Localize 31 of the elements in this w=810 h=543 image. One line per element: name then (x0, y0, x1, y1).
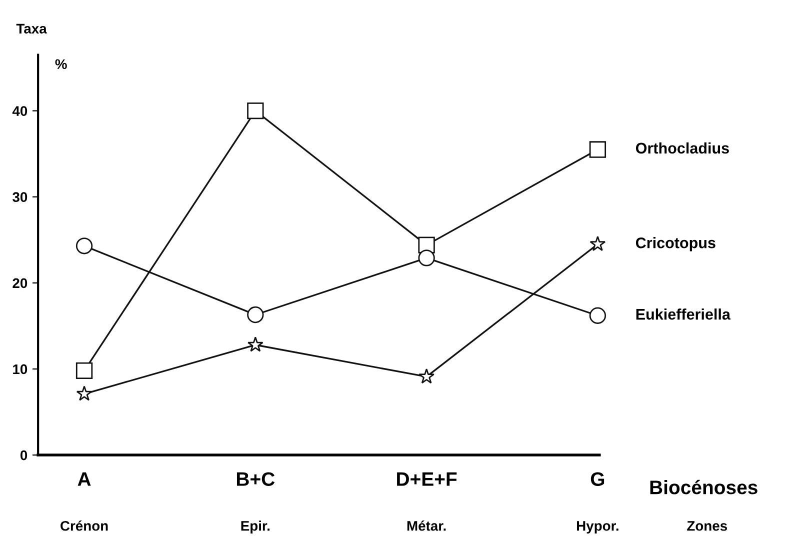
y-tick-label: 0 (20, 450, 28, 460)
y-tick-label: 10 (13, 364, 28, 374)
y-tick-label: 20 (12, 278, 28, 288)
x-tick-label: G (590, 472, 604, 486)
point (247, 336, 264, 352)
text: Epir. (241, 520, 270, 534)
point (247, 102, 264, 120)
point (76, 362, 93, 380)
annotation: % (55, 59, 67, 70)
point (76, 238, 93, 254)
y-tick-label: 40 (12, 106, 28, 116)
text: Orthocladius (636, 142, 729, 154)
point (418, 250, 435, 266)
y-tick-label: 30 (12, 192, 28, 202)
point (590, 236, 606, 252)
text: Hypor. (577, 521, 618, 534)
x-tick-label: B+C (236, 472, 275, 486)
point (247, 306, 264, 324)
text: Cricotopus (636, 237, 716, 252)
y-axis-title: Taxa (16, 24, 47, 34)
text: Crénon (60, 520, 108, 531)
point (76, 386, 92, 401)
point (589, 307, 606, 324)
x-tick-label: A (78, 472, 91, 486)
text: Métar. (407, 520, 446, 531)
x-tick-label: D+E+F (397, 472, 457, 486)
text: Eukiefferiella (636, 308, 731, 320)
point (418, 368, 435, 384)
point (589, 141, 606, 158)
x-axis-title: Biocénoses (650, 480, 758, 494)
text: Zones (687, 521, 728, 531)
